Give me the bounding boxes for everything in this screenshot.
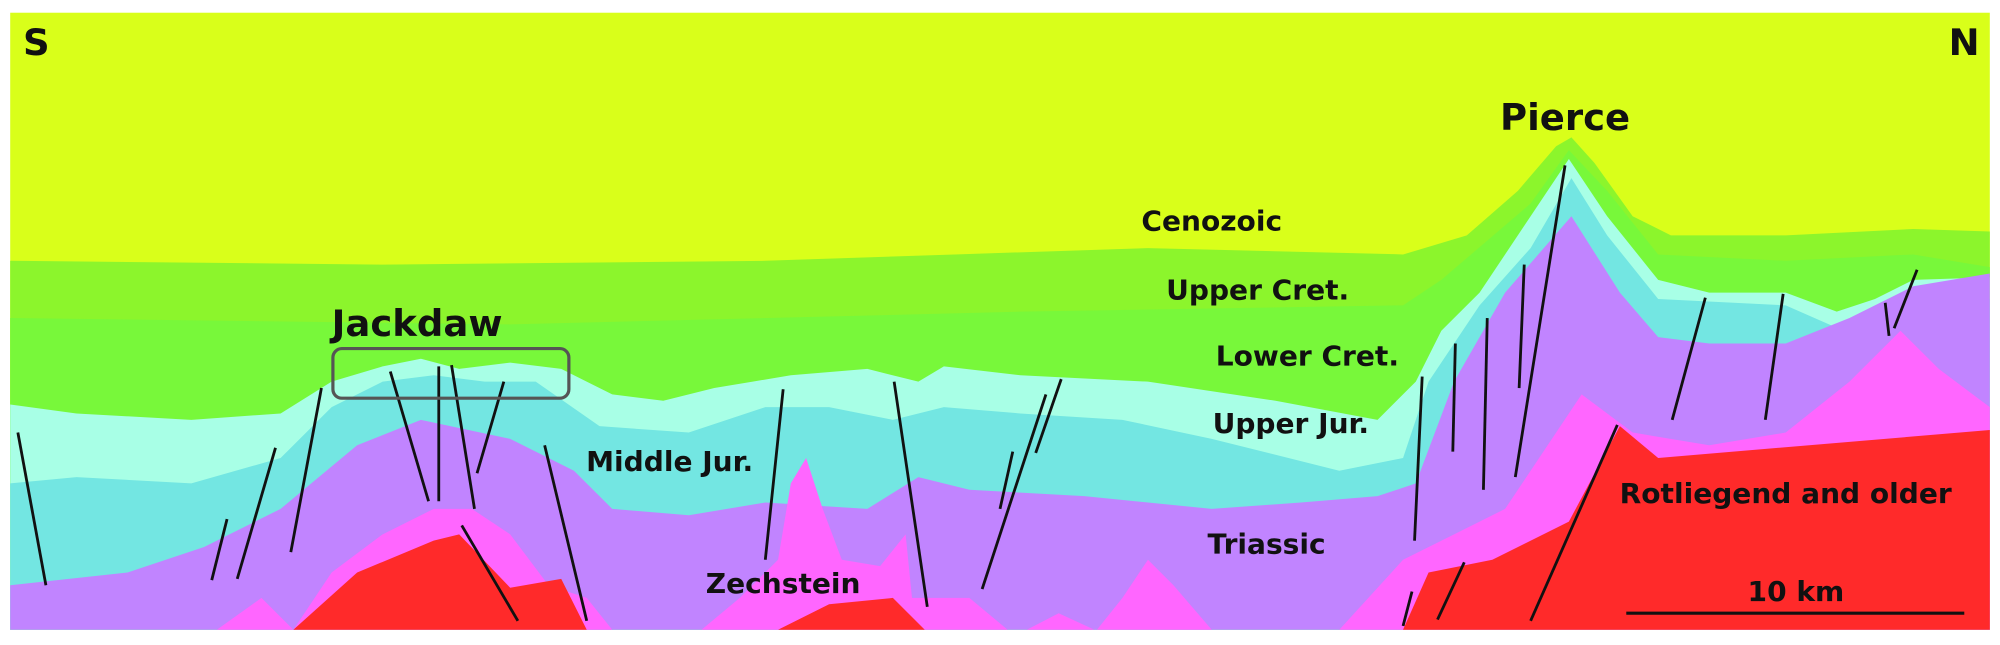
unit-label: Upper Jur. bbox=[1213, 407, 1369, 440]
jackdaw-label: Jackdaw bbox=[329, 302, 503, 345]
unit-label: Cenozoic bbox=[1141, 205, 1282, 238]
south-label: S bbox=[23, 21, 50, 64]
fault bbox=[998, 451, 1015, 510]
fault bbox=[980, 393, 1048, 590]
fault bbox=[543, 444, 589, 622]
fault bbox=[210, 518, 229, 581]
fault bbox=[892, 381, 929, 608]
jackdaw-box bbox=[331, 346, 571, 400]
fault bbox=[1763, 293, 1785, 421]
fault bbox=[450, 364, 476, 510]
fault bbox=[1482, 318, 1489, 490]
unit-label: Middle Jur. bbox=[586, 445, 753, 478]
scale-bar-label: 10 km bbox=[1748, 575, 1845, 608]
fault bbox=[1513, 165, 1567, 478]
fault bbox=[235, 447, 277, 580]
faults bbox=[16, 165, 1919, 627]
fault bbox=[460, 524, 520, 622]
fault bbox=[1529, 424, 1619, 622]
fault bbox=[1413, 376, 1424, 541]
pierce-label: Pierce bbox=[1500, 96, 1630, 139]
fault bbox=[763, 389, 785, 560]
fault bbox=[1892, 269, 1919, 329]
fault bbox=[1670, 297, 1707, 421]
unit-label: Upper Cret. bbox=[1166, 273, 1349, 306]
fault bbox=[16, 432, 48, 586]
fault bbox=[1034, 378, 1063, 454]
unit-label: Lower Cret. bbox=[1216, 340, 1399, 373]
fault bbox=[1451, 343, 1457, 452]
fault bbox=[1436, 561, 1466, 621]
unit-label: Zechstein bbox=[706, 567, 861, 600]
fault bbox=[1883, 302, 1891, 337]
unit-label: Triassic bbox=[1208, 528, 1326, 561]
fault bbox=[388, 371, 430, 502]
fault bbox=[1401, 591, 1414, 627]
fault bbox=[289, 387, 323, 553]
fault bbox=[1517, 264, 1526, 389]
north-label: N bbox=[1949, 21, 1980, 64]
unit-label: Rotliegend and older bbox=[1620, 477, 1952, 510]
